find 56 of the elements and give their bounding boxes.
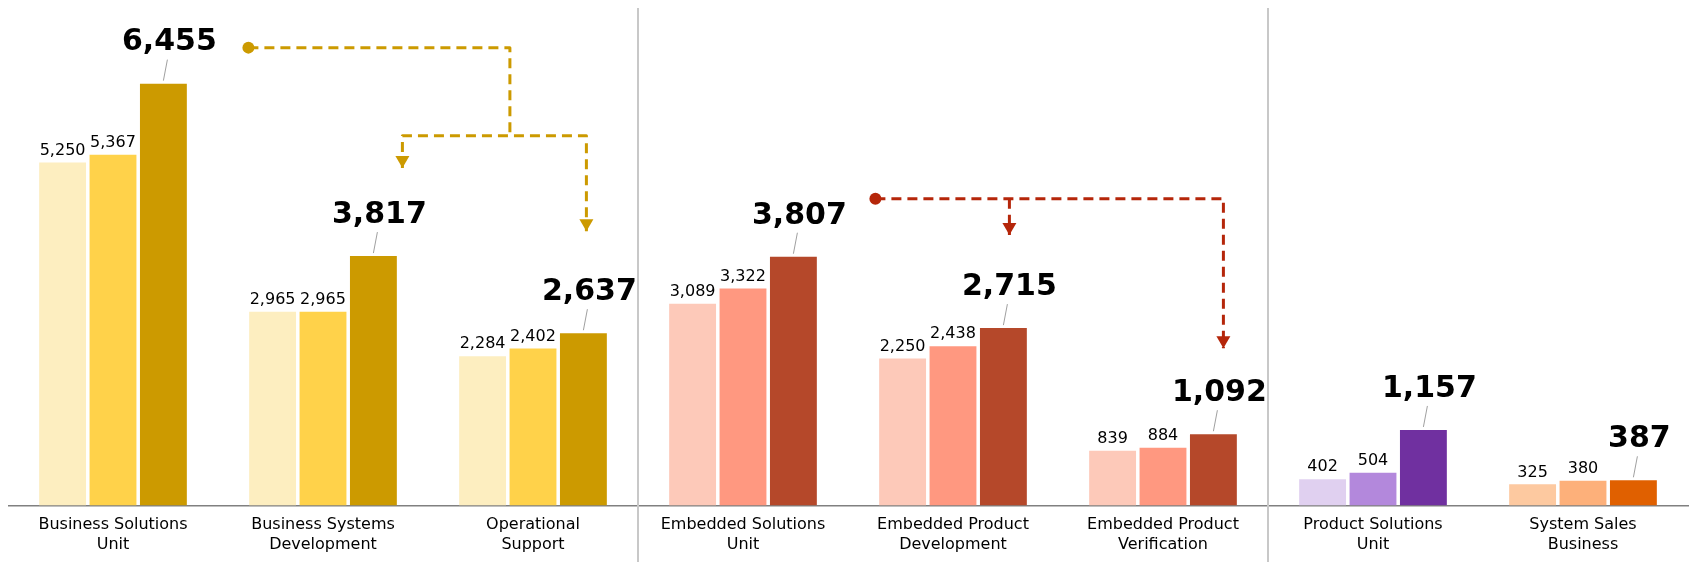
data-label: 884 [1147, 424, 1179, 444]
data-label: 387 [1608, 419, 1671, 455]
data-label: 1,092 [1171, 373, 1267, 409]
bar [719, 288, 767, 506]
bar [879, 358, 927, 506]
bar [1349, 472, 1397, 506]
x-tick-label: Embedded Solutions Unit [660, 514, 826, 553]
x-tick-label: Business Systems Development [251, 514, 395, 553]
data-label: 2,402 [510, 325, 556, 345]
data-label: 5,250 [39, 139, 86, 159]
data-label: 2,438 [930, 323, 976, 343]
data-label: 3,817 [331, 194, 427, 230]
x-tick-label: Embedded Product Development [877, 514, 1029, 553]
bar [1089, 450, 1137, 506]
data-label: 3,322 [720, 265, 766, 285]
bar [39, 162, 87, 506]
bar [89, 154, 137, 506]
data-label: 2,637 [541, 272, 637, 308]
bar [1299, 479, 1347, 506]
bar [669, 303, 717, 506]
bar [139, 83, 187, 506]
bar [509, 348, 557, 506]
bar [1559, 480, 1607, 506]
bar [1609, 480, 1657, 506]
bar [1509, 484, 1557, 506]
bar [1139, 447, 1187, 506]
data-label: 1,157 [1381, 368, 1477, 404]
data-label: 2,965 [249, 288, 296, 308]
x-tick-label: Product Solutions Unit [1303, 514, 1443, 553]
data-label: 3,089 [669, 280, 716, 300]
bar [1399, 429, 1447, 506]
bar [349, 256, 397, 506]
bar [249, 311, 297, 506]
data-label: 504 [1357, 449, 1389, 469]
x-tick-label: Business Solutions Unit [38, 514, 188, 553]
data-label: 5,367 [90, 131, 136, 151]
x-tick-label: Embedded Product Verification [1087, 514, 1239, 553]
bar [769, 256, 817, 506]
data-label: 6,455 [121, 22, 217, 58]
data-label: 2,715 [961, 266, 1057, 302]
bar [979, 328, 1027, 506]
x-tick-label: Operational Support [486, 514, 580, 553]
bar [559, 333, 607, 506]
data-label: 2,250 [879, 335, 926, 355]
data-label: 3,807 [751, 195, 847, 231]
data-label: 839 [1097, 427, 1128, 447]
data-label: 380 [1567, 457, 1599, 477]
data-label: 2,284 [459, 333, 506, 353]
data-label: 325 [1517, 461, 1548, 481]
bar [929, 346, 977, 506]
bar [299, 311, 347, 506]
x-tick-label: System Sales Business [1529, 514, 1637, 553]
data-label: 402 [1307, 456, 1338, 476]
data-label: 2,965 [300, 288, 346, 308]
bar [1189, 434, 1237, 506]
bar [459, 356, 507, 506]
